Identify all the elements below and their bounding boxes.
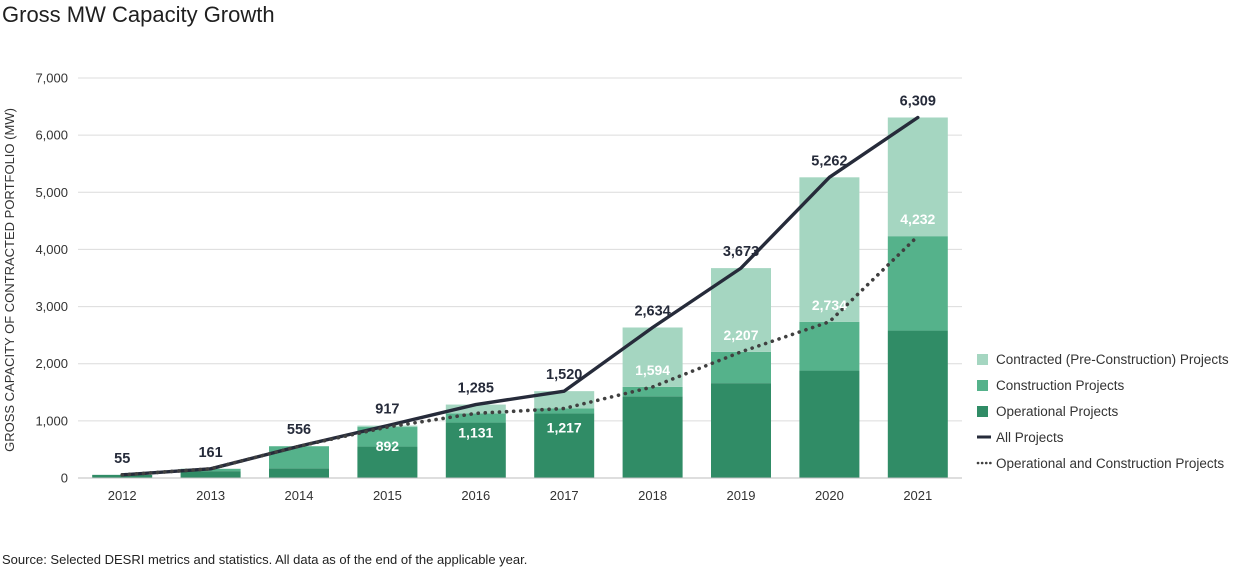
bar-contracted: [887, 117, 948, 237]
op-con-projects-label: 1,594: [635, 362, 670, 378]
capacity-chart: 0 1,000 2,000 3,000 4,000 5,000 6,000 7,000 GRO…: [2, 71, 1229, 504]
bar-operational: [357, 446, 418, 478]
x-tick-label: 2018: [638, 488, 667, 503]
x-tick-label: 2019: [727, 488, 756, 503]
series-lines: [120, 115, 920, 477]
x-tick-label: 2016: [461, 488, 490, 503]
all-projects-label: 5,262: [811, 153, 847, 169]
all-projects-label: 161: [198, 445, 222, 461]
y-axis: 0 1,000 2,000 3,000 4,000 5,000 6,000 7,000: [35, 71, 68, 486]
legend-label: Operational Projects: [996, 404, 1119, 419]
bar-construction: [534, 408, 595, 414]
legend-label: Construction Projects: [996, 378, 1125, 393]
x-tick-label: 2014: [285, 488, 314, 503]
op-con-projects-label: 1,131: [458, 424, 493, 440]
y-tick-label: 0: [61, 471, 68, 486]
all-projects-label: 6,309: [900, 93, 936, 109]
bar-operational: [269, 468, 329, 478]
bar-contracted: [445, 404, 506, 414]
x-tick-label: 2013: [196, 488, 225, 503]
x-tick-label: 2012: [108, 488, 137, 503]
bar-operational: [180, 471, 241, 478]
legend-label: Operational and Construction Projects: [996, 456, 1224, 471]
y-tick-label: 1,000: [35, 413, 68, 428]
bar-construction: [887, 236, 948, 331]
gridlines: [78, 77, 962, 422]
bars: [92, 117, 948, 478]
y-tick-label: 5,000: [35, 185, 68, 200]
x-tick-label: 2020: [815, 488, 844, 503]
op-con-projects-label: 892: [376, 438, 400, 454]
legend-swatch: [977, 380, 988, 391]
x-tick-label: 2015: [373, 488, 402, 503]
bar-contracted: [534, 391, 595, 409]
legend: Contracted (Pre‐Construction) Projects Co…: [976, 352, 1229, 471]
bar-operational: [887, 330, 948, 478]
bar-construction: [622, 386, 683, 397]
bar-operational: [534, 413, 595, 478]
bar-operational: [445, 422, 506, 478]
data-labels: 55 161 556 917 1,285 1,520 2,634 3,673 5,262 6,30…: [114, 93, 936, 466]
bar-construction: [269, 446, 329, 469]
bar-operational: [711, 383, 771, 478]
all-projects-label: 2,634: [634, 303, 670, 319]
y-tick-label: 7,000: [35, 71, 68, 86]
legend-label: Contracted (Pre‐Construction) Projects: [996, 352, 1229, 367]
page-title: Gross MW Capacity Growth: [2, 2, 275, 27]
legend-swatch: [977, 406, 988, 417]
legend-swatch: [977, 354, 988, 365]
y-tick-label: 6,000: [35, 128, 68, 143]
x-tick-label: 2021: [903, 488, 932, 503]
y-tick-label: 4,000: [35, 242, 68, 257]
legend-label: All Projects: [996, 430, 1064, 445]
bar-construction: [799, 321, 860, 371]
source-note: Source: Selected DESRI metrics and stati…: [2, 552, 528, 567]
op-con-projects-line: [120, 234, 920, 477]
op-con-projects-label: 1,217: [547, 419, 582, 435]
bar-operational: [799, 370, 860, 478]
x-axis: 2012 2013 2014 2015 2016 2017 2018 2019 2020 2021: [78, 477, 962, 503]
bar-operational: [622, 396, 683, 478]
bar-contracted: [622, 327, 683, 387]
all-projects-label: 1,520: [546, 367, 582, 383]
y-tick-label: 3,000: [35, 299, 68, 314]
op-con-projects-label: 2,734: [812, 297, 847, 313]
bar-construction: [711, 351, 771, 384]
op-con-projects-label: 2,207: [723, 327, 758, 343]
y-axis-label: GROSS CAPACITY OF CONTRACTED PORTFOLIO (…: [2, 108, 17, 452]
x-tick-label: 2017: [550, 488, 579, 503]
y-tick-label: 2,000: [35, 356, 68, 371]
all-projects-label: 1,285: [458, 381, 494, 397]
bar-construction: [357, 427, 418, 447]
all-projects-label: 55: [114, 451, 130, 467]
op-con-projects-label: 4,232: [900, 211, 935, 227]
all-projects-label: 3,673: [723, 244, 759, 260]
all-projects-label: 917: [375, 402, 399, 418]
all-projects-label: 556: [287, 422, 311, 438]
bar-construction: [445, 413, 506, 423]
bar-contracted: [799, 177, 860, 322]
